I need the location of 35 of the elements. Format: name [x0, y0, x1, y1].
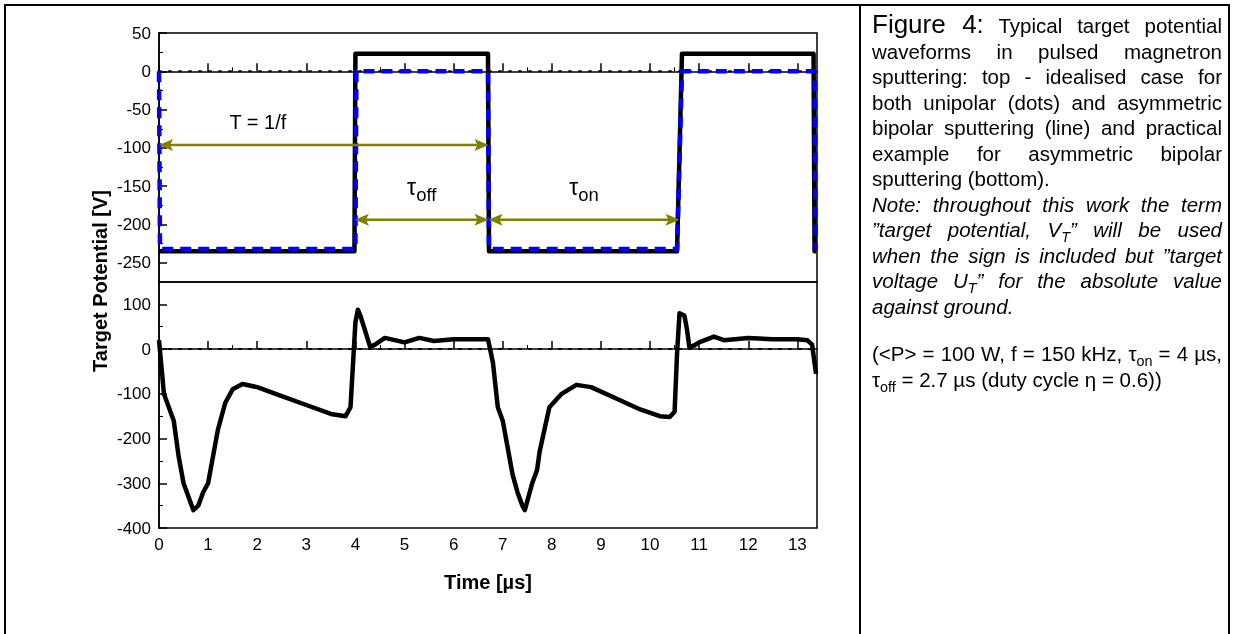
- y-tick-label: -200: [116, 429, 151, 449]
- x-tick-label: 8: [547, 535, 557, 554]
- x-tick-label: 2: [252, 535, 262, 554]
- annotation: τ$_{on}$: [569, 173, 599, 206]
- x-tick-label: 13: [787, 535, 807, 554]
- y-tick-label: -100: [116, 138, 151, 158]
- annotation: τ$_{off}$: [407, 173, 437, 206]
- x-tick-label: 5: [399, 535, 410, 554]
- y-tick-label: 50: [132, 23, 151, 43]
- y-tick-label: 0: [141, 339, 151, 359]
- x-tick-label: 11: [690, 535, 708, 554]
- y-tick-label: -150: [116, 176, 151, 196]
- text: (<P> = 100 W, f = 150 kHz, τ$_{on}$ = 4 µs, τ$_{off}$ = 2.7 µs (duty cycle η = 0.6)): [872, 342, 1222, 395]
- x-tick-label: 6: [448, 535, 459, 554]
- x-tick-label: 10: [640, 535, 660, 554]
- x-tick-label: 4: [350, 535, 361, 554]
- x-tick-label: 0: [154, 535, 164, 554]
- x-axis-title: Time [µs]: [444, 571, 532, 593]
- y-tick-label: -200: [116, 215, 151, 235]
- x-tick-label: 1: [203, 535, 213, 554]
- text: Note: throughout this work the term ”target potential, V$_{T}$” will be used when the sign is included but ”target voltage U$_{T}$” for the absolute value against ground.: [872, 192, 1223, 318]
- y-tick-label: -250: [116, 253, 151, 273]
- annotation: T = 1/f: [229, 110, 287, 134]
- y-tick-label: -300: [116, 473, 151, 493]
- y-tick-label: -50: [126, 100, 151, 120]
- x-tick-label: 9: [596, 535, 606, 554]
- y-tick-label: 0: [141, 61, 151, 81]
- y-tick-label: 100: [122, 294, 151, 314]
- y-tick-label: -400: [116, 518, 151, 538]
- x-tick-label: 7: [498, 535, 508, 554]
- y-axis-title: Target Potential [V]: [88, 190, 112, 372]
- y-tick-label: -100: [116, 384, 151, 404]
- x-tick-label: 3: [301, 535, 312, 554]
- text: Figure 4:: [872, 9, 984, 39]
- x-tick-label: 12: [738, 535, 758, 554]
